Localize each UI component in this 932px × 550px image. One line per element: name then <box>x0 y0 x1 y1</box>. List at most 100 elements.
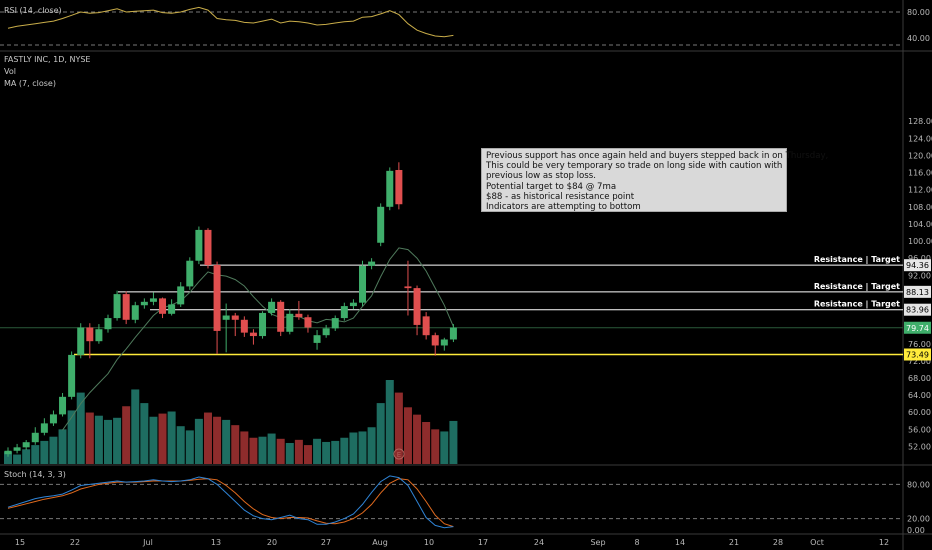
volume-bar <box>240 431 249 464</box>
note-line: Previous support has once again held and… <box>486 151 829 161</box>
candle-body[interactable] <box>186 260 194 287</box>
candle-body[interactable] <box>268 301 276 313</box>
candle-body[interactable] <box>368 261 376 266</box>
price-tick-label: 124.00 <box>908 134 932 143</box>
candle-body[interactable] <box>77 327 85 355</box>
candle-body[interactable] <box>168 304 176 314</box>
volume-bar <box>185 430 194 464</box>
candle-body[interactable] <box>49 414 57 424</box>
volume-bar <box>140 403 149 464</box>
volume-bar <box>13 454 22 464</box>
candle-body[interactable] <box>440 339 448 346</box>
candle-body[interactable] <box>240 319 248 333</box>
candle-body[interactable] <box>13 447 21 451</box>
candle-body[interactable] <box>422 316 430 336</box>
volume-bar <box>22 449 31 464</box>
volume-bar <box>76 392 85 464</box>
volume-bar <box>331 440 340 464</box>
price-level-label: 79.74 <box>906 324 929 333</box>
rsi-tick-label: 80.00 <box>907 8 930 17</box>
price-tick-label: 68.00 <box>908 374 931 383</box>
time-axis-label: 12 <box>879 538 889 547</box>
candle-body[interactable] <box>159 298 167 314</box>
candle-body[interactable] <box>322 328 330 336</box>
price-tick-label: 52.00 <box>908 442 931 451</box>
candle-body[interactable] <box>331 318 339 329</box>
candle-body[interactable] <box>222 315 230 320</box>
candle-body[interactable] <box>113 294 121 319</box>
candle-body[interactable] <box>86 327 94 342</box>
candle-body[interactable] <box>304 317 312 328</box>
candle-body[interactable] <box>295 313 303 318</box>
volume-bar <box>203 412 212 464</box>
candle-body[interactable] <box>286 313 294 332</box>
volume-bar <box>358 431 367 464</box>
candle-body[interactable] <box>277 301 285 332</box>
candle-body[interactable] <box>404 286 412 289</box>
candle-body[interactable] <box>231 315 239 320</box>
price-level-badge <box>904 303 931 316</box>
candle-body[interactable] <box>204 229 212 266</box>
candle-body[interactable] <box>31 432 39 443</box>
candle-body[interactable] <box>431 335 439 346</box>
price-tick-label: 76.00 <box>908 340 931 349</box>
candle-body[interactable] <box>213 265 221 331</box>
candle-body[interactable] <box>131 305 139 320</box>
candle-body[interactable] <box>59 396 67 415</box>
volume-bar <box>40 440 49 464</box>
time-axis-label: 22 <box>70 538 80 547</box>
time-axis-label: 27 <box>321 538 331 547</box>
price-tick-label: 56.00 <box>908 425 931 434</box>
price-tick-label: 64.00 <box>908 391 931 400</box>
volume-bar <box>213 416 222 464</box>
candle-body[interactable] <box>377 206 385 243</box>
volume-bar <box>49 436 58 464</box>
price-level-label: 73.49 <box>906 351 929 360</box>
candle-body[interactable] <box>349 302 357 307</box>
stoch-tick-label: 80.00 <box>907 480 930 489</box>
candle-body[interactable] <box>22 442 30 448</box>
volume-bar <box>349 432 358 464</box>
price-tick-label: 60.00 <box>908 408 931 417</box>
candle-body[interactable] <box>313 335 321 343</box>
candle-body[interactable] <box>140 301 148 306</box>
volume-bar <box>222 419 231 464</box>
volume-label: Vol <box>4 67 16 76</box>
volume-bar <box>58 429 67 464</box>
note-line: Potential target to $84 @ 7ma <box>486 181 617 192</box>
volume-bar <box>313 438 322 464</box>
candle-body[interactable] <box>449 327 457 340</box>
volume-bar <box>367 427 376 464</box>
price-tick-label: 112.00 <box>908 186 932 195</box>
analysis-note[interactable]: Previous support has once again held and… <box>481 148 829 212</box>
volume-bar <box>422 422 431 464</box>
candle-body[interactable] <box>177 286 185 305</box>
volume-bar <box>194 418 203 464</box>
candle-body[interactable] <box>395 169 403 205</box>
candle-body[interactable] <box>249 332 257 337</box>
candle-body[interactable] <box>386 170 394 207</box>
time-axis-label: Oct <box>810 538 824 547</box>
candle-body[interactable] <box>259 312 267 337</box>
candle-body[interactable] <box>95 329 103 342</box>
candle-body[interactable] <box>413 288 421 325</box>
time-axis-label: Aug <box>372 538 388 547</box>
candle-body[interactable] <box>340 306 348 319</box>
volume-bar <box>122 406 131 464</box>
candle-body[interactable] <box>359 265 367 303</box>
earnings-icon[interactable] <box>393 448 405 460</box>
candle-body[interactable] <box>149 298 157 302</box>
rsi-tick-label: 40.00 <box>907 34 930 43</box>
note-line: $88 - as historical resistance point <box>486 191 635 202</box>
time-axis-label: Jul <box>142 538 153 547</box>
candle-body[interactable] <box>104 318 112 330</box>
time-axis-label: 15 <box>15 538 25 547</box>
candle-body[interactable] <box>4 450 12 455</box>
price-level-label: 83.96 <box>906 306 929 315</box>
candle-body[interactable] <box>122 294 130 320</box>
time-axis-label: 14 <box>675 538 685 547</box>
candle-body[interactable] <box>68 354 76 397</box>
candle-body[interactable] <box>40 423 48 433</box>
candle-body[interactable] <box>195 229 203 261</box>
